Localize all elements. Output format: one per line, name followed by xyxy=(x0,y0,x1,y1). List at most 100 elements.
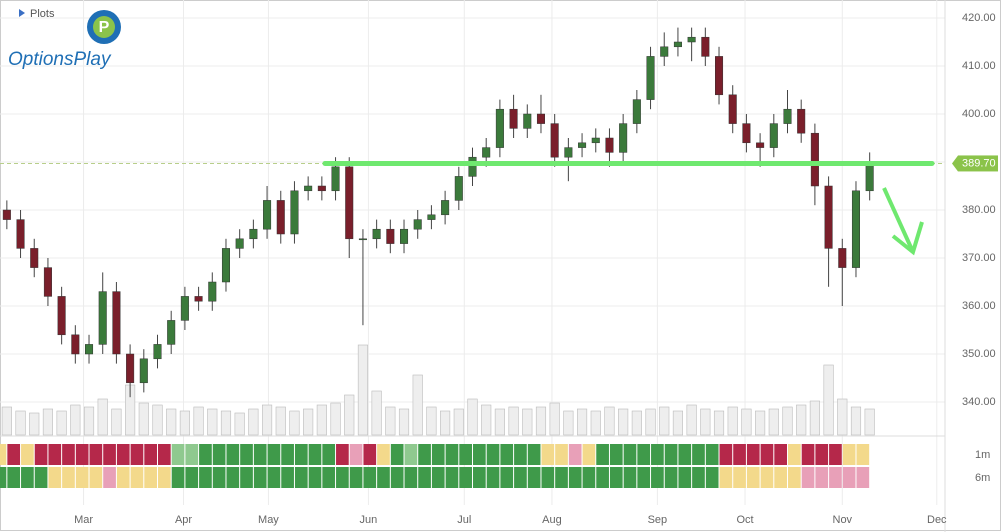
candle-body xyxy=(673,41,682,48)
menu[interactable]: Plots xyxy=(30,8,55,20)
heat-cell xyxy=(431,444,445,465)
volume-bar xyxy=(741,408,752,436)
heat-label: 6m xyxy=(975,472,990,484)
candle-body xyxy=(126,353,135,384)
volume-bar xyxy=(440,410,451,436)
volume-bar xyxy=(42,408,54,436)
candle-body xyxy=(317,185,326,192)
heat-cell xyxy=(322,444,336,465)
volume-bar xyxy=(234,412,245,436)
volume-bar xyxy=(330,402,341,436)
heat-cell xyxy=(596,444,609,465)
y-tick-label: 370.00 xyxy=(962,252,996,264)
heat-cell xyxy=(664,444,678,465)
heat-cell xyxy=(651,444,664,465)
heat-cell xyxy=(75,467,89,488)
heat-cell xyxy=(185,444,199,465)
heat-cell xyxy=(801,444,815,465)
volume-bar xyxy=(261,404,273,436)
volume-bar xyxy=(193,406,204,436)
candle-body xyxy=(797,108,806,134)
volume-bar xyxy=(618,408,629,436)
heat-cell xyxy=(719,467,733,488)
heat-cell xyxy=(34,467,48,488)
heat-cell xyxy=(486,467,500,488)
candle-body xyxy=(687,36,696,43)
heat-cell xyxy=(527,467,541,488)
volume-bar xyxy=(563,410,574,436)
candle-body xyxy=(769,123,778,148)
candle-body xyxy=(550,123,559,158)
heat-cell xyxy=(48,467,62,488)
candle-body xyxy=(345,166,354,240)
candle-body xyxy=(523,113,532,129)
volume-bar xyxy=(453,408,464,436)
volume-bar xyxy=(672,410,684,436)
heat-cell xyxy=(281,467,294,488)
heat-cell xyxy=(541,467,555,488)
heat-cell xyxy=(377,444,390,465)
candle-body xyxy=(591,137,600,144)
volume-bar xyxy=(508,406,519,436)
last-price-tag xyxy=(958,155,998,172)
volume-bar xyxy=(15,410,26,436)
candle-body xyxy=(153,344,162,360)
heat-cell xyxy=(788,444,801,465)
volume-bar xyxy=(850,406,862,436)
candle-body xyxy=(468,156,477,177)
menu-icon[interactable] xyxy=(19,9,25,17)
heat-cell xyxy=(48,444,62,465)
logo: OptionsPlay xyxy=(8,49,112,70)
heat-cell xyxy=(733,444,746,465)
candle-body xyxy=(400,228,409,244)
volume-bar xyxy=(467,398,478,436)
volume-bar xyxy=(481,404,492,436)
heat-cell xyxy=(294,444,308,465)
heat-cell xyxy=(637,467,651,488)
heat-cell xyxy=(829,467,842,488)
arrow-head xyxy=(891,221,924,256)
candle-body xyxy=(715,56,724,96)
heat-cell xyxy=(418,444,431,465)
volume-bar xyxy=(809,400,820,436)
candle-body xyxy=(564,147,573,158)
heat-cell xyxy=(171,444,185,465)
candle-body xyxy=(660,46,669,57)
heat-cell xyxy=(21,467,34,488)
candle-body xyxy=(30,248,39,268)
heat-cell xyxy=(705,444,719,465)
heat-cell xyxy=(514,444,527,465)
heat-cell xyxy=(89,444,103,465)
candle-body xyxy=(57,296,66,336)
candle-body xyxy=(2,209,11,220)
candle-body xyxy=(413,219,422,230)
heat-cell xyxy=(637,444,651,465)
heat-cell xyxy=(842,444,856,465)
x-tick-label: Mar xyxy=(74,514,93,526)
y-tick-label: 350.00 xyxy=(962,348,996,360)
candle-body xyxy=(810,132,819,187)
heat-cell xyxy=(459,444,472,465)
heat-cell xyxy=(582,467,596,488)
volume-bar xyxy=(371,390,382,436)
volume-bar xyxy=(97,398,108,436)
candle-body xyxy=(194,296,203,302)
heat-cell xyxy=(7,467,21,488)
heat-cell xyxy=(829,444,842,465)
heat-cell xyxy=(623,467,637,488)
volume-bar xyxy=(631,410,642,436)
volume-bar xyxy=(782,406,793,436)
volume-bar xyxy=(412,374,423,436)
heat-cell xyxy=(7,444,21,465)
volume-bar xyxy=(29,412,40,436)
heat-cell xyxy=(678,467,692,488)
heat-cell xyxy=(0,444,7,465)
y-tick-label: 340.00 xyxy=(962,396,996,408)
candle-body xyxy=(331,166,340,192)
volume-bar xyxy=(179,410,190,436)
y-tick-label: 420.00 xyxy=(962,12,996,24)
volume xyxy=(1,344,875,436)
heat-cell xyxy=(527,444,541,465)
candle-body xyxy=(701,36,710,57)
